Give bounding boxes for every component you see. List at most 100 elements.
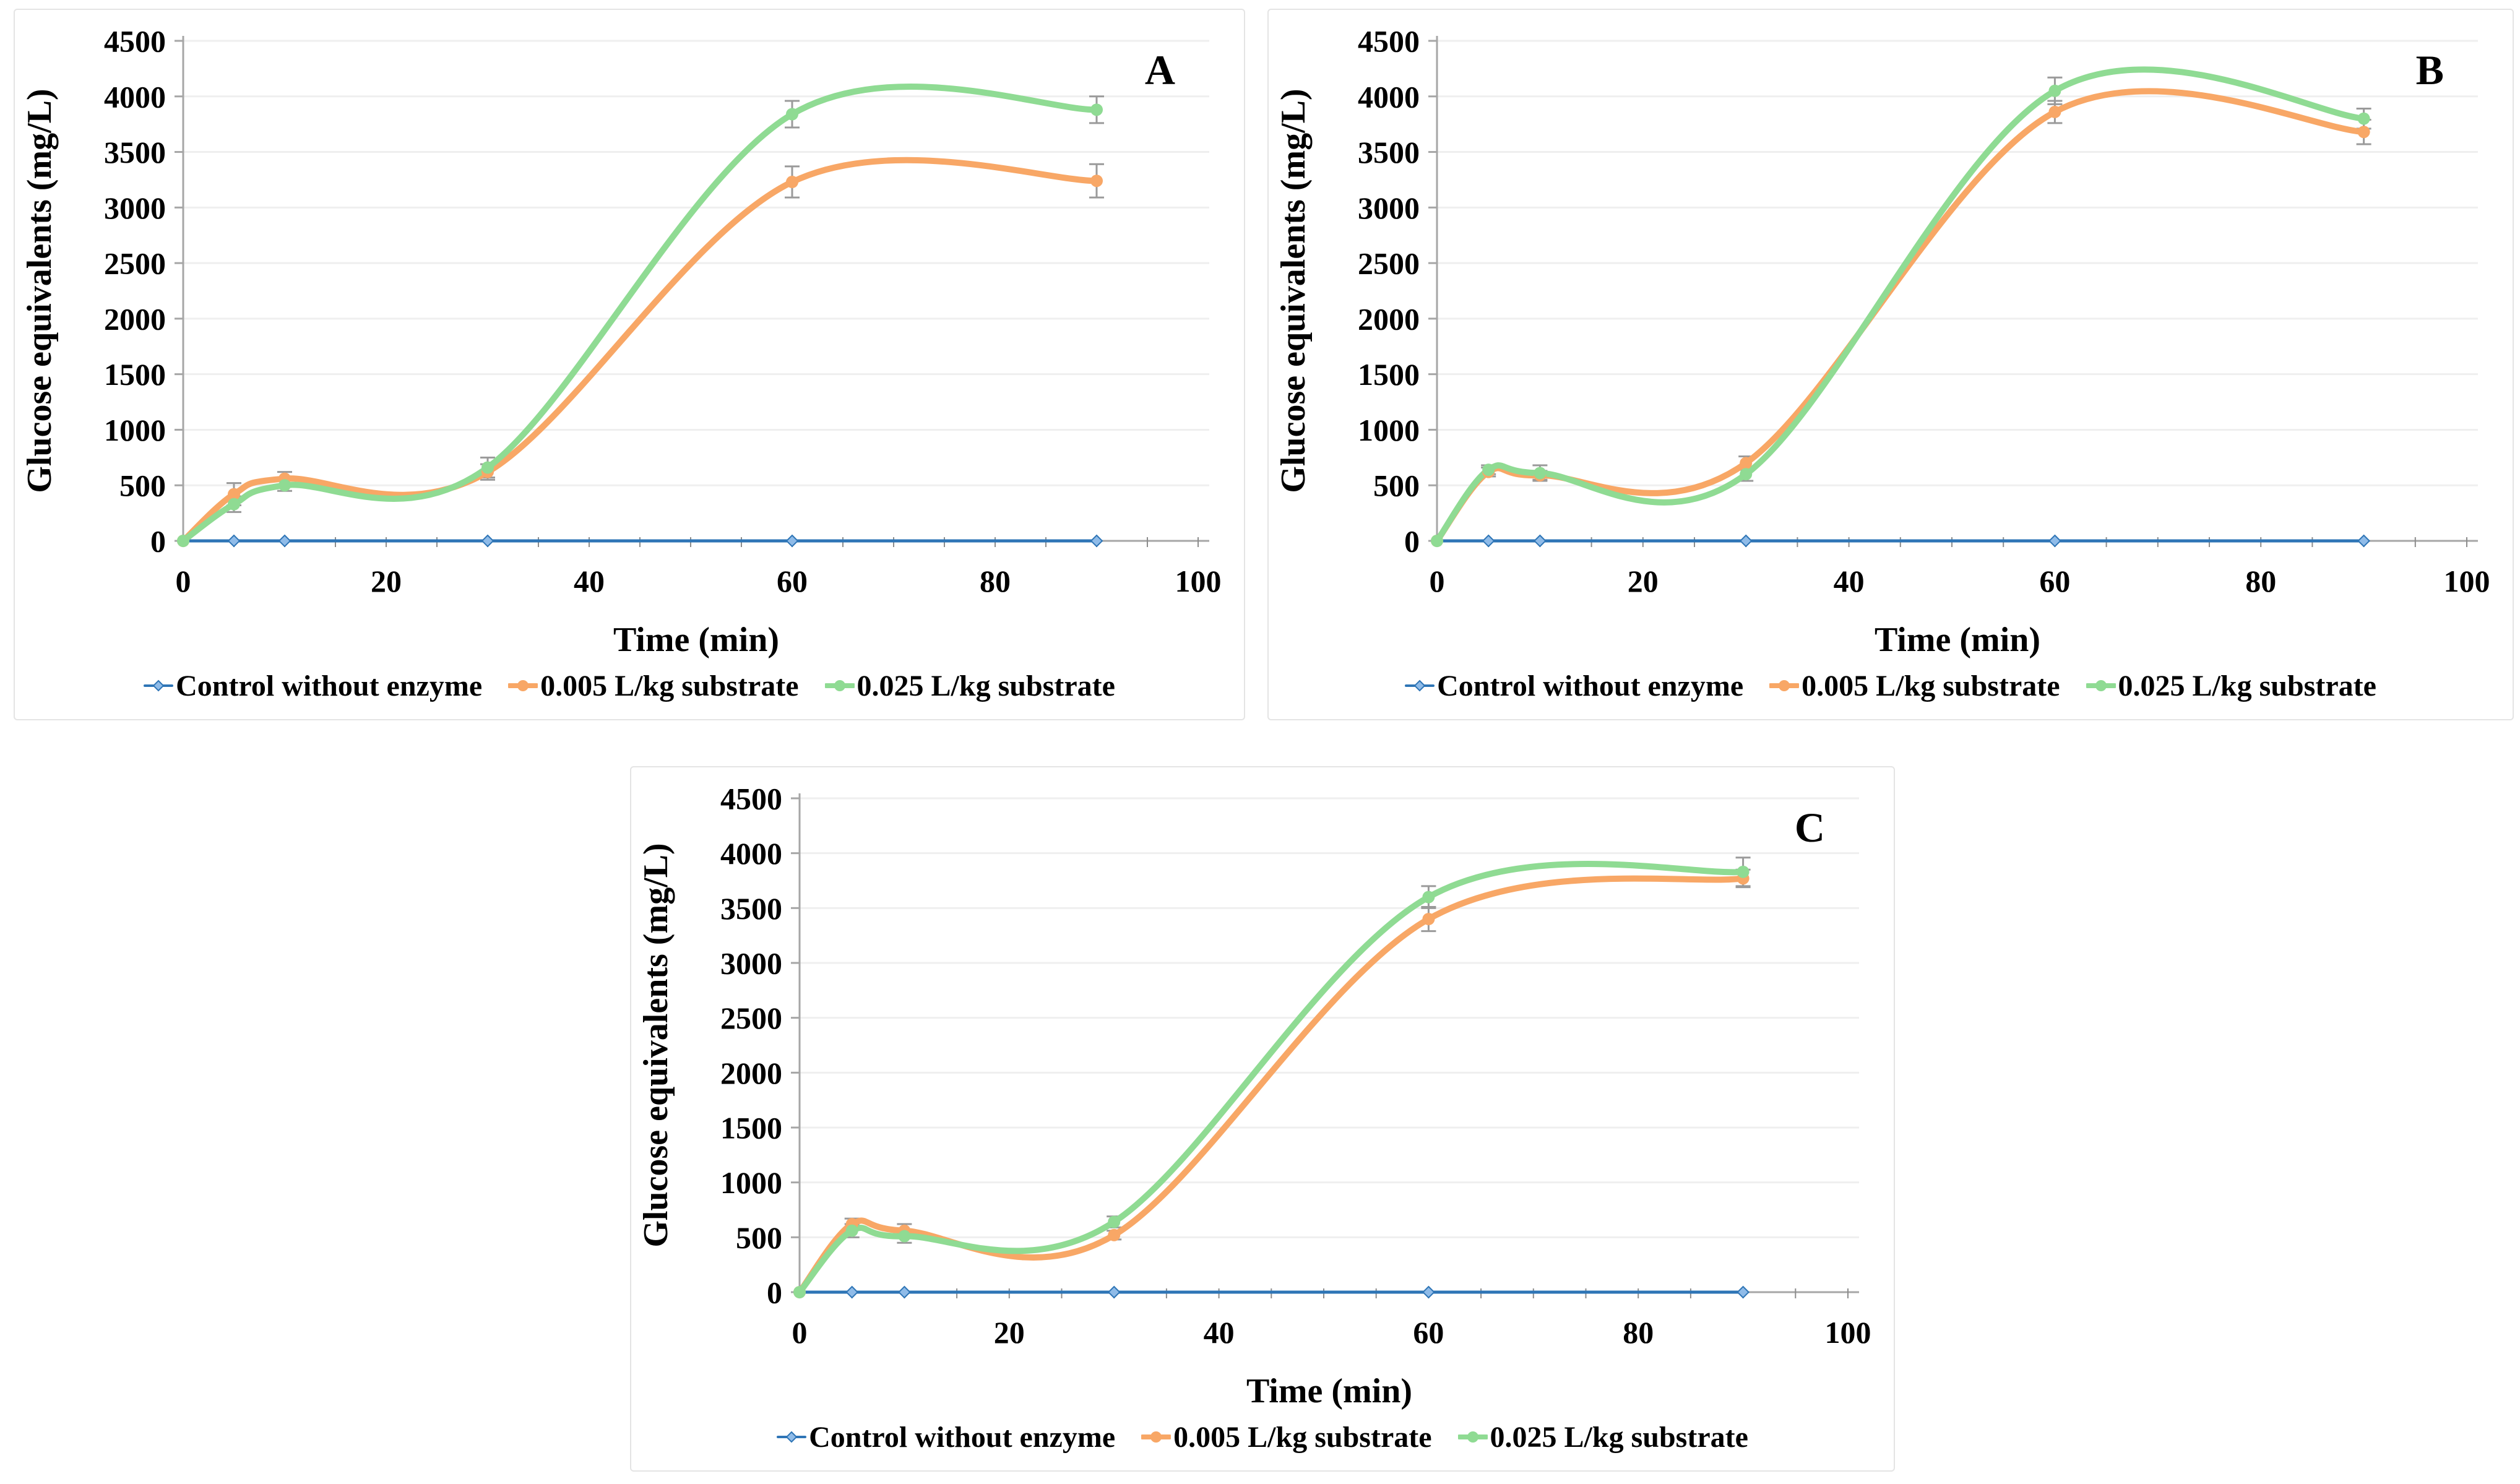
data-point-marker — [786, 108, 798, 121]
y-tick-label: 2000 — [104, 301, 166, 336]
x-tick-label: 80 — [2245, 564, 2276, 598]
y-tick-label: 0 — [767, 1275, 782, 1310]
legend-item: 0.025 L/kg substrate — [824, 669, 1115, 703]
y-tick-label: 4500 — [720, 782, 782, 816]
y-axis-title: Glucose equivalents (mg/L) — [20, 88, 59, 493]
data-point-marker — [1107, 1285, 1121, 1299]
data-point-marker — [278, 534, 291, 548]
y-tick-label: 3000 — [720, 946, 782, 981]
legend-item: 0.005 L/kg substrate — [1141, 1420, 1432, 1454]
series-line — [796, 875, 1746, 1295]
data-point-marker — [1740, 457, 1753, 470]
x-axis-title: Time (min) — [1246, 1372, 1412, 1410]
data-point-marker — [1090, 103, 1103, 116]
data-point-marker — [1431, 535, 1443, 547]
legend-label: Control without enzyme — [1437, 669, 1744, 702]
legend-label: 0.025 L/kg substrate — [2118, 669, 2376, 702]
data-point-marker — [2357, 112, 2370, 125]
y-tick-label: 500 — [736, 1220, 782, 1255]
data-point-marker — [227, 534, 241, 548]
data-point-marker — [1740, 468, 1753, 481]
y-tick-label: 1000 — [1358, 413, 1420, 447]
data-point-marker — [481, 534, 494, 548]
x-tick-label: 40 — [1834, 564, 1865, 598]
y-tick-label: 4500 — [1358, 24, 1420, 59]
y-tick-label: 1500 — [1358, 357, 1420, 392]
legend-series-marker-icon — [144, 679, 174, 692]
y-tick-label: 2000 — [720, 1056, 782, 1090]
legend-series-marker-icon — [1405, 679, 1435, 692]
legend-item: 0.005 L/kg substrate — [508, 669, 799, 703]
data-point-marker — [177, 535, 189, 547]
y-tick-label: 3000 — [1358, 191, 1420, 225]
legend-series-marker-icon — [1769, 680, 1800, 691]
legend-a: Control without enzyme 0.005 L/kg substra… — [15, 666, 1244, 705]
y-tick-label: 1500 — [104, 357, 166, 392]
series-line — [1434, 66, 2367, 544]
x-axis-title: Time (min) — [1875, 621, 2040, 659]
y-tick-label: 4000 — [104, 79, 166, 114]
series-line — [180, 84, 1100, 544]
series-line — [796, 861, 1746, 1295]
legend-label: Control without enzyme — [809, 1420, 1116, 1454]
data-point-marker — [1533, 534, 1547, 548]
y-tick-label: 4000 — [1358, 79, 1420, 114]
x-tick-label: 20 — [994, 1315, 1025, 1350]
x-tick-label: 60 — [1413, 1315, 1444, 1350]
data-point-marker — [1108, 1228, 1121, 1241]
x-tick-label: 0 — [1430, 564, 1445, 598]
panel-letter: B — [2416, 46, 2444, 93]
legend-series-marker-icon — [1457, 1431, 1488, 1443]
legend-series-marker-icon — [824, 680, 855, 691]
y-axis-title: Glucose equivalents (mg/L) — [637, 843, 675, 1247]
x-tick-label: 80 — [1623, 1315, 1654, 1350]
data-point-marker — [785, 534, 799, 548]
y-tick-label: 1500 — [720, 1111, 782, 1145]
data-point-marker — [1737, 865, 1750, 878]
legend-label: 0.005 L/kg substrate — [540, 669, 799, 702]
y-tick-label: 2000 — [1358, 301, 1420, 336]
chart-panel-c: 0 500 1000 1500 2000 2500 3000 3500 4000 4500 0 20 4… — [630, 766, 1895, 1472]
legend-item: Control without enzyme — [144, 669, 482, 703]
y-tick-label: 0 — [1404, 524, 1420, 559]
series-line — [1434, 88, 2367, 544]
chart-svg-a: 0 500 1000 1500 2000 2500 3000 3500 4000 4500 0 20 4… — [20, 24, 1222, 660]
y-tick-label: 4500 — [104, 24, 166, 59]
data-point-marker — [1108, 1215, 1121, 1228]
data-point-marker — [786, 176, 798, 189]
legend-label: 0.005 L/kg substrate — [1802, 669, 2060, 702]
legend-series-marker-icon — [1141, 1431, 1172, 1443]
x-tick-label: 40 — [574, 564, 605, 598]
legend-c: Control without enzyme 0.005 L/kg substra… — [631, 1417, 1894, 1457]
y-tick-label: 500 — [119, 468, 166, 503]
y-tick-label: 0 — [150, 524, 166, 559]
data-point-marker — [1482, 464, 1495, 477]
legend-label: 0.005 L/kg substrate — [1173, 1420, 1432, 1454]
y-tick-label: 500 — [1373, 468, 1420, 503]
y-tick-label: 2500 — [720, 1001, 782, 1035]
data-point-marker — [1090, 534, 1103, 548]
legend-item: Control without enzyme — [1405, 669, 1743, 703]
panel-letter: A — [1145, 46, 1175, 93]
data-point-marker — [1422, 891, 1435, 904]
data-point-marker — [897, 1285, 911, 1299]
x-tick-label: 100 — [1175, 564, 1222, 598]
data-point-marker — [1422, 913, 1435, 926]
data-point-marker — [2357, 126, 2370, 139]
legend-item: 0.025 L/kg substrate — [1457, 1420, 1748, 1454]
chart-svg-b: 0 500 1000 1500 2000 2500 3000 3500 4000 4500 0 20 4… — [1274, 24, 2490, 660]
x-tick-label: 60 — [2039, 564, 2070, 598]
data-point-marker — [1737, 1285, 1750, 1299]
series-line — [180, 157, 1100, 544]
y-tick-label: 3500 — [1358, 135, 1420, 170]
y-tick-label: 3500 — [720, 891, 782, 926]
y-tick-label: 1000 — [104, 413, 166, 447]
data-point-marker — [1482, 534, 1495, 548]
legend-label: 0.025 L/kg substrate — [857, 669, 1115, 702]
legend-series-marker-icon — [508, 680, 538, 691]
data-point-marker — [278, 479, 291, 492]
x-tick-label: 60 — [777, 564, 808, 598]
data-point-marker — [2048, 534, 2061, 548]
x-tick-label: 20 — [1628, 564, 1659, 598]
legend-label: Control without enzyme — [176, 669, 483, 702]
